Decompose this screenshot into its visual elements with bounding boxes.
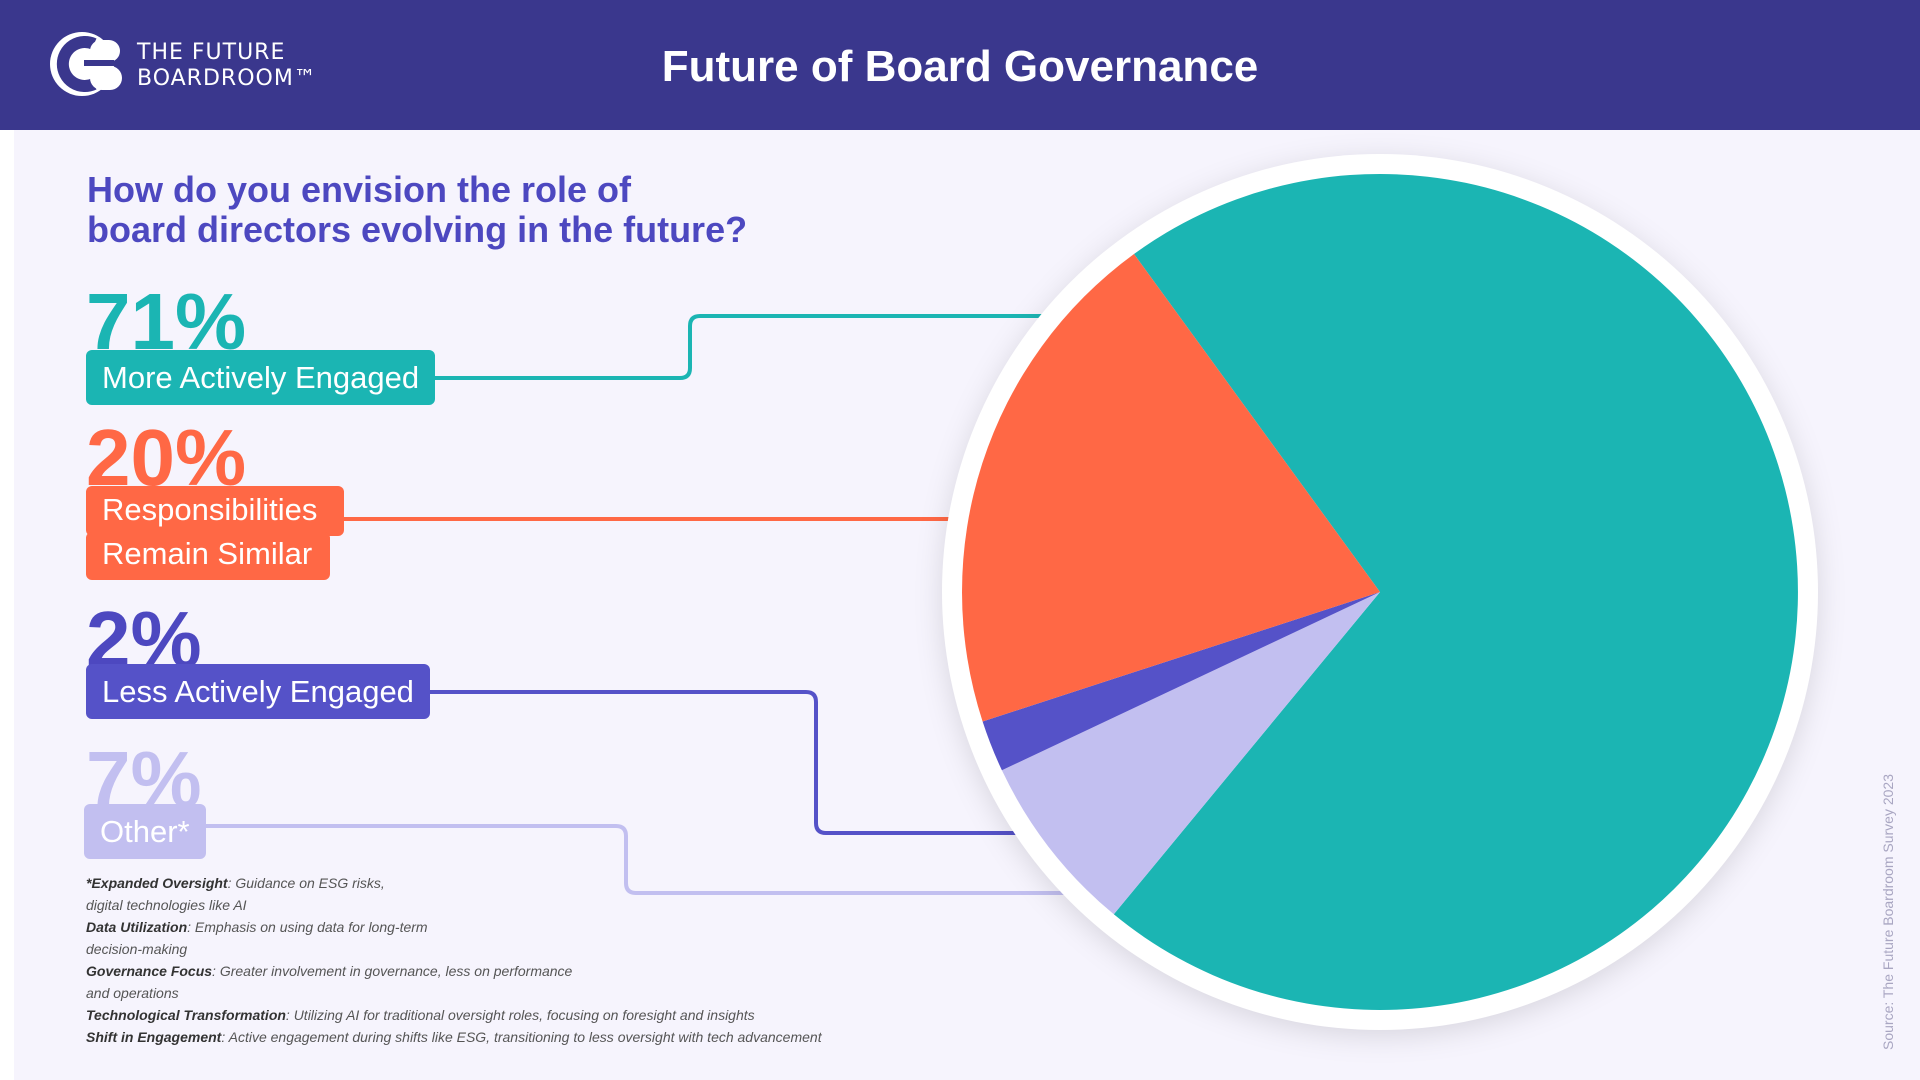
footnote-text: : Guidance on ESG risks, xyxy=(228,875,385,891)
footnote-line: *Expanded Oversight: Guidance on ESG ris… xyxy=(86,872,986,894)
footnote-text: and operations xyxy=(86,985,179,1001)
footnote-term: Technological Transformation xyxy=(86,1007,286,1023)
label-remain-similar-line2: Remain Similar xyxy=(86,532,330,580)
footnote-line: Technological Transformation: Utilizing … xyxy=(86,1004,986,1026)
footnote-term: Governance Focus xyxy=(86,963,212,979)
footnote-line: digital technologies like AI xyxy=(86,894,986,916)
label-other: Other* xyxy=(84,804,206,859)
footnote-term: *Expanded Oversight xyxy=(86,875,228,891)
label-remain-similar-line1: Responsibilities xyxy=(86,486,344,536)
pie-slices xyxy=(962,174,1798,1010)
footnote-text: : Utilizing AI for traditional oversight… xyxy=(286,1007,755,1023)
footnote-line: decision-making xyxy=(86,938,986,960)
footnote-line: and operations xyxy=(86,982,986,1004)
label-less-engaged: Less Actively Engaged xyxy=(86,664,430,719)
footnote-term: Data Utilization xyxy=(86,919,187,935)
source-note: Source: The Future Boardroom Survey 2023 xyxy=(1880,774,1896,1050)
label-more-engaged: More Actively Engaged xyxy=(86,350,435,405)
footnote-line: Data Utilization: Emphasis on using data… xyxy=(86,916,986,938)
footnote-text: : Greater involvement in governance, les… xyxy=(212,963,572,979)
footnote-text: : Emphasis on using data for long-term xyxy=(187,919,427,935)
footnote-term: Shift in Engagement xyxy=(86,1029,221,1045)
connector-more-engaged xyxy=(425,316,1060,378)
footnote-text: decision-making xyxy=(86,941,187,957)
footnotes: *Expanded Oversight: Guidance on ESG ris… xyxy=(86,872,986,1048)
footnote-text: digital technologies like AI xyxy=(86,897,247,913)
footnote-line: Governance Focus: Greater involvement in… xyxy=(86,960,986,982)
footnote-line: Shift in Engagement: Active engagement d… xyxy=(86,1026,986,1048)
connector-less-engaged xyxy=(415,692,1050,833)
footnote-text: : Active engagement during shifts like E… xyxy=(221,1029,821,1045)
